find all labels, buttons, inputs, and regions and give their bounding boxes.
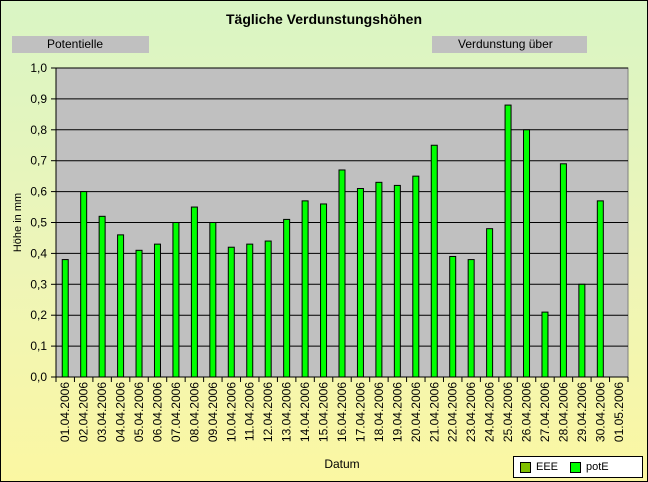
bar-17.04.2006 [356,188,364,378]
x-tick-label: 11.04.2006 [243,382,257,441]
legend-item-eee: EEE [520,461,558,473]
x-tick-label: 27.04.2006 [538,382,552,442]
x-tick-label: 26.04.2006 [520,382,534,442]
bar-04.04.2006 [117,234,125,378]
y-tick-label: 0,5 [30,216,47,230]
y-tick-label: 1,0 [30,61,47,75]
bar-16.04.2006 [338,169,346,378]
x-tick-label: 25.04.2006 [501,382,515,442]
x-tick-label: 03.04.2006 [95,382,109,442]
bar-09.04.2006 [209,222,217,378]
y-tick-label: 0,3 [30,277,47,291]
bars [61,104,604,378]
bar-26.04.2006 [523,129,531,378]
x-axis-title: Datum [324,457,359,471]
bar-06.04.2006 [153,243,161,378]
x-tick-label: 13.04.2006 [280,382,294,442]
legend-label-eee: EEE [536,461,559,473]
legend-swatch-eee [520,461,531,473]
bar-12.04.2006 [264,240,272,378]
bar-24.04.2006 [486,228,494,378]
bar-10.04.2006 [227,246,235,378]
bar-27.04.2006 [541,311,549,378]
legend: EEE potE [513,456,643,478]
bar-13.04.2006 [283,218,291,378]
x-tick-label: 17.04.2006 [353,382,367,442]
bar-21.04.2006 [430,144,438,378]
x-tick-label: 10.04.2006 [224,382,238,442]
x-tick-label: 29.04.2006 [575,382,589,442]
bar-22.04.2006 [449,255,457,378]
legend-item-pote: potE [570,461,609,473]
legend-label-pote: potE [586,461,609,473]
y-axis-title: Höhe in mm [12,193,24,252]
y-tick-label: 0,4 [30,246,47,260]
chart-title: Tägliche Verdunstungshöhen [225,11,423,27]
bar-23.04.2006 [467,259,475,378]
x-tick-label: 15.04.2006 [317,382,331,442]
x-tick-label: 07.04.2006 [169,382,183,442]
y-tick-label: 0,0 [30,370,47,384]
y-tick-label: 0,9 [30,92,47,106]
x-tick-label: 04.04.2006 [114,382,128,442]
x-tick-label: 01.05.2006 [612,382,626,442]
x-tick-label: 12.04.2006 [261,382,275,442]
y-tick-label: 0,6 [30,185,47,199]
verdunstung-label: Verdunstung über [432,36,587,53]
bar-28.04.2006 [559,163,567,378]
x-tick-label: 16.04.2006 [335,382,349,442]
bar-01.04.2006 [61,259,69,378]
y-tick-label: 0,1 [30,339,47,353]
x-tick-label: 19.04.2006 [390,382,404,442]
x-tick-label: 05.04.2006 [132,382,146,442]
legend-swatch-pote [570,461,582,473]
axes: 0,0 0,1 0,2 0,3 0,4 0,5 0,6 0,7 0,8 0,9 1,0 01.04.2… [30,61,629,442]
x-tick-label: 18.04.2006 [372,382,386,442]
bar-19.04.2006 [393,184,401,378]
x-tick-label: 28.04.2006 [556,382,570,442]
y-tick-label: 0,8 [30,123,47,137]
bar-30.04.2006 [596,200,604,378]
x-tick-label: 02.04.2006 [77,382,91,442]
x-tick-label: 24.04.2006 [483,382,497,442]
x-tick-label: 06.04.2006 [150,382,164,442]
y-tick-label: 0,7 [30,154,47,168]
x-tick-label: 08.04.2006 [187,382,201,442]
x-tick-label: 14.04.2006 [298,382,312,442]
x-tick-label: 09.04.2006 [206,382,220,442]
bar-05.04.2006 [135,249,143,378]
bar-18.04.2006 [375,181,383,378]
x-tick-label: 01.04.2006 [58,382,72,442]
x-tick-label: 22.04.2006 [446,382,460,442]
potentielle-label: Potentielle [12,36,149,53]
x-tick-label: 21.04.2006 [427,382,441,442]
bar-08.04.2006 [190,206,198,378]
bar-07.04.2006 [172,222,180,378]
x-tick-label: 30.04.2006 [593,382,607,442]
bar-15.04.2006 [320,203,328,378]
bar-02.04.2006 [80,191,88,378]
x-tick-label: 20.04.2006 [409,382,423,442]
bar-29.04.2006 [578,283,586,378]
x-tick-label: 23.04.2006 [464,382,478,442]
bar-14.04.2006 [301,200,309,378]
bar-20.04.2006 [412,175,420,378]
y-tick-label: 0,2 [30,308,47,322]
bar-03.04.2006 [98,215,106,378]
bar-25.04.2006 [504,104,512,378]
bar-11.04.2006 [246,243,254,378]
